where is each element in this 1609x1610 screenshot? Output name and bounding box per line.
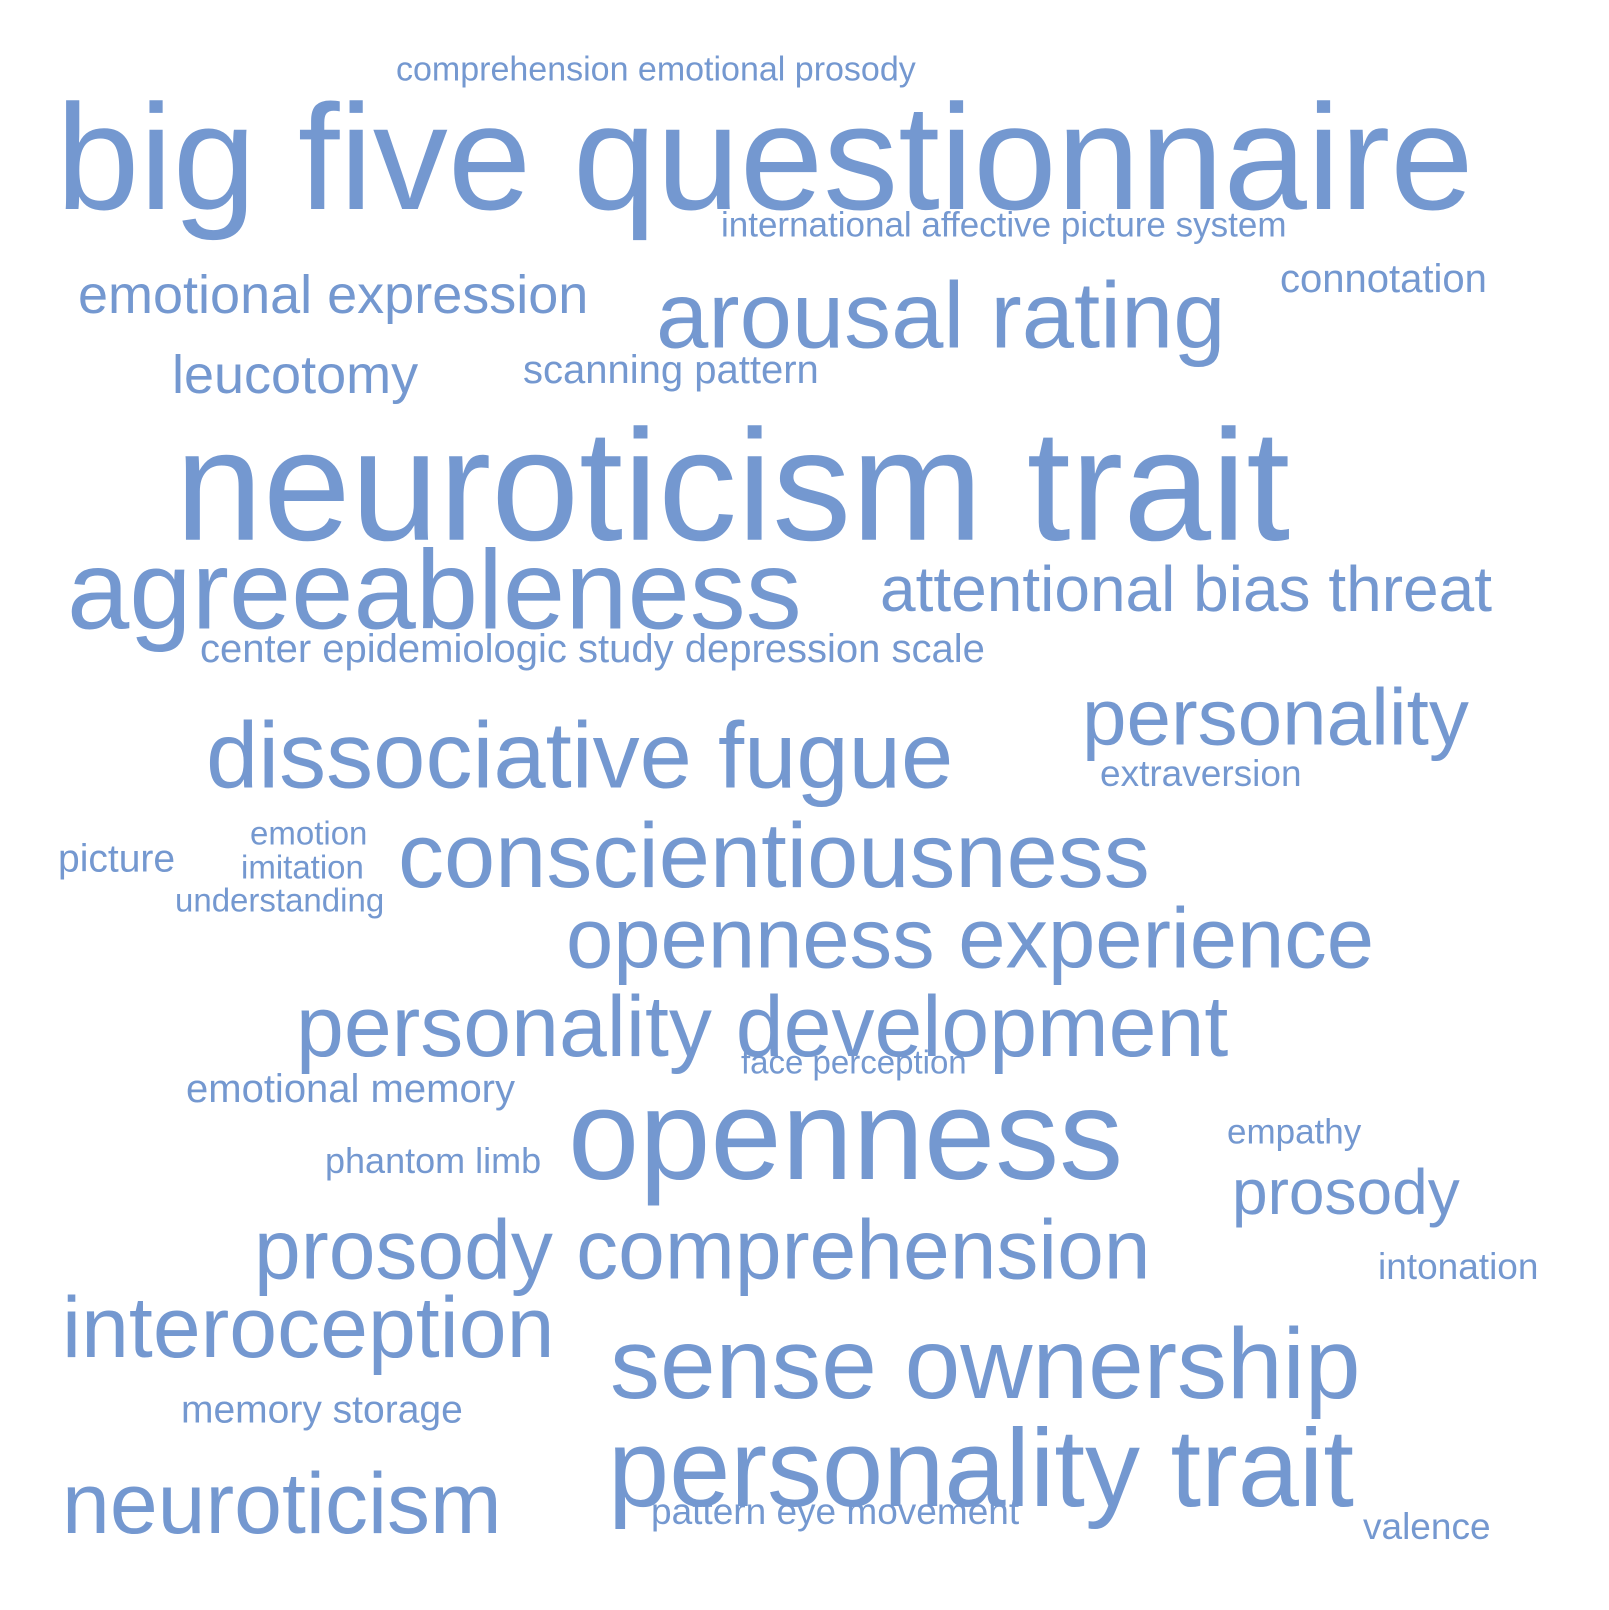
word: face perception — [741, 1043, 967, 1081]
word: interoception — [62, 1279, 555, 1376]
word: emotional expression — [78, 264, 589, 325]
word: extraversion — [1100, 753, 1302, 795]
word: dissociative fugue — [206, 702, 954, 808]
word: intonation — [1378, 1246, 1539, 1288]
word: conscientiousness — [398, 805, 1150, 908]
word: valence — [1363, 1506, 1491, 1548]
word: prosody — [1232, 1156, 1460, 1229]
word: neuroticism trait — [175, 397, 1291, 574]
word: emotion — [250, 814, 368, 852]
word: agreeableness — [67, 527, 802, 653]
word: personality — [1082, 672, 1469, 762]
word: openness — [568, 1064, 1124, 1208]
word: picture — [58, 837, 176, 881]
word: personality development — [296, 978, 1229, 1075]
word: pattern eye movement — [651, 1491, 1020, 1533]
word: center epidemiologic study depression sc… — [200, 626, 985, 671]
word: sense ownership — [610, 1308, 1361, 1420]
word: openness experience — [566, 891, 1375, 987]
word: big five questionnaire — [56, 73, 1474, 241]
word: understanding — [175, 881, 385, 919]
word: comprehension emotional prosody — [396, 50, 916, 89]
word: prosody comprehension — [254, 1202, 1151, 1297]
word: imitation — [241, 848, 364, 886]
word: phantom limb — [325, 1139, 542, 1181]
word: international affective picture system — [721, 205, 1287, 245]
word: connotation — [1280, 256, 1487, 301]
word: memory storage — [181, 1388, 463, 1432]
word: scanning pattern — [523, 347, 819, 392]
word: leucotomy — [172, 344, 419, 405]
word: attentional bias threat — [880, 553, 1492, 626]
word: arousal rating — [656, 262, 1226, 368]
word: neuroticism — [62, 1455, 502, 1552]
word: empathy — [1227, 1112, 1362, 1152]
word: emotional memory — [186, 1066, 516, 1111]
word: personality trait — [608, 1407, 1354, 1531]
